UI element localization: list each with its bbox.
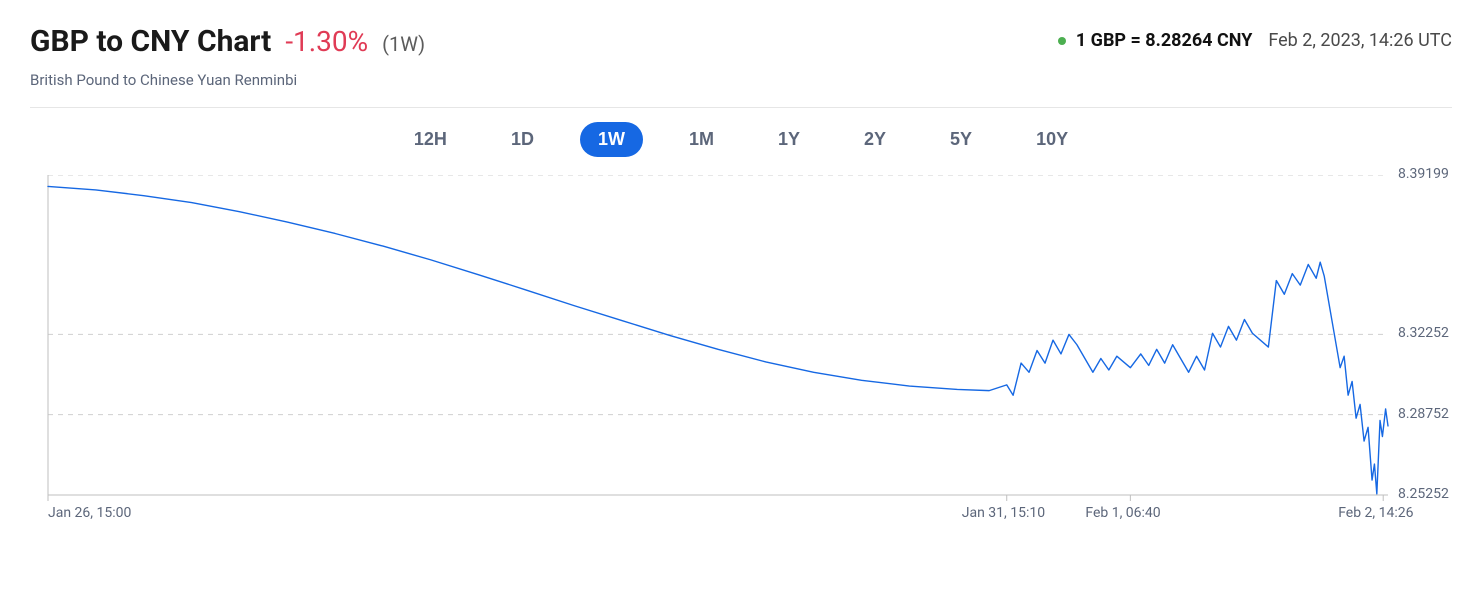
x-axis-label: Feb 1, 06:40 bbox=[1085, 505, 1160, 521]
change-percent: -1.30% bbox=[285, 25, 368, 58]
rate-text: 1 GBP = 8.28264 CNY bbox=[1076, 30, 1252, 51]
x-axis-label: Jan 31, 15:10 bbox=[962, 505, 1045, 521]
header-row: GBP to CNY Chart -1.30% (1W) British Pou… bbox=[30, 24, 1452, 89]
period-label: (1W) bbox=[382, 32, 425, 56]
range-tab-5y[interactable]: 5Y bbox=[932, 122, 990, 157]
chart-title: GBP to CNY Chart bbox=[30, 24, 271, 59]
rate-timestamp: Feb 2, 2023, 14:26 UTC bbox=[1268, 30, 1452, 51]
y-axis-label: 8.25252 bbox=[1398, 486, 1449, 502]
y-axis-label: 8.28752 bbox=[1398, 406, 1449, 422]
title-block: GBP to CNY Chart -1.30% (1W) British Pou… bbox=[30, 24, 425, 89]
range-tab-1m[interactable]: 1M bbox=[671, 122, 732, 157]
live-dot-icon bbox=[1058, 37, 1066, 45]
range-tab-12h[interactable]: 12H bbox=[396, 122, 465, 157]
chart-area: 8.391998.322528.287528.25252Jan 26, 15:0… bbox=[30, 175, 1452, 535]
divider bbox=[30, 107, 1452, 108]
x-axis-label: Feb 2, 14:26 bbox=[1338, 505, 1413, 521]
current-rate: 1 GBP = 8.28264 CNY Feb 2, 2023, 14:26 U… bbox=[1058, 24, 1452, 51]
y-axis-label: 8.32252 bbox=[1398, 325, 1449, 341]
x-axis-label: Jan 26, 15:00 bbox=[48, 505, 131, 521]
range-tab-1w[interactable]: 1W bbox=[580, 122, 643, 157]
currency-chart-widget: GBP to CNY Chart -1.30% (1W) British Pou… bbox=[0, 0, 1482, 615]
range-tab-10y[interactable]: 10Y bbox=[1018, 122, 1086, 157]
range-tab-2y[interactable]: 2Y bbox=[846, 122, 904, 157]
chart-subtitle: British Pound to Chinese Yuan Renminbi bbox=[30, 71, 425, 89]
range-tab-1y[interactable]: 1Y bbox=[760, 122, 818, 157]
range-tab-1d[interactable]: 1D bbox=[493, 122, 552, 157]
range-tabs: 12H 1D 1W 1M 1Y 2Y 5Y 10Y bbox=[30, 122, 1452, 157]
y-axis-label: 8.39199 bbox=[1398, 166, 1449, 182]
line-chart bbox=[30, 175, 1450, 535]
